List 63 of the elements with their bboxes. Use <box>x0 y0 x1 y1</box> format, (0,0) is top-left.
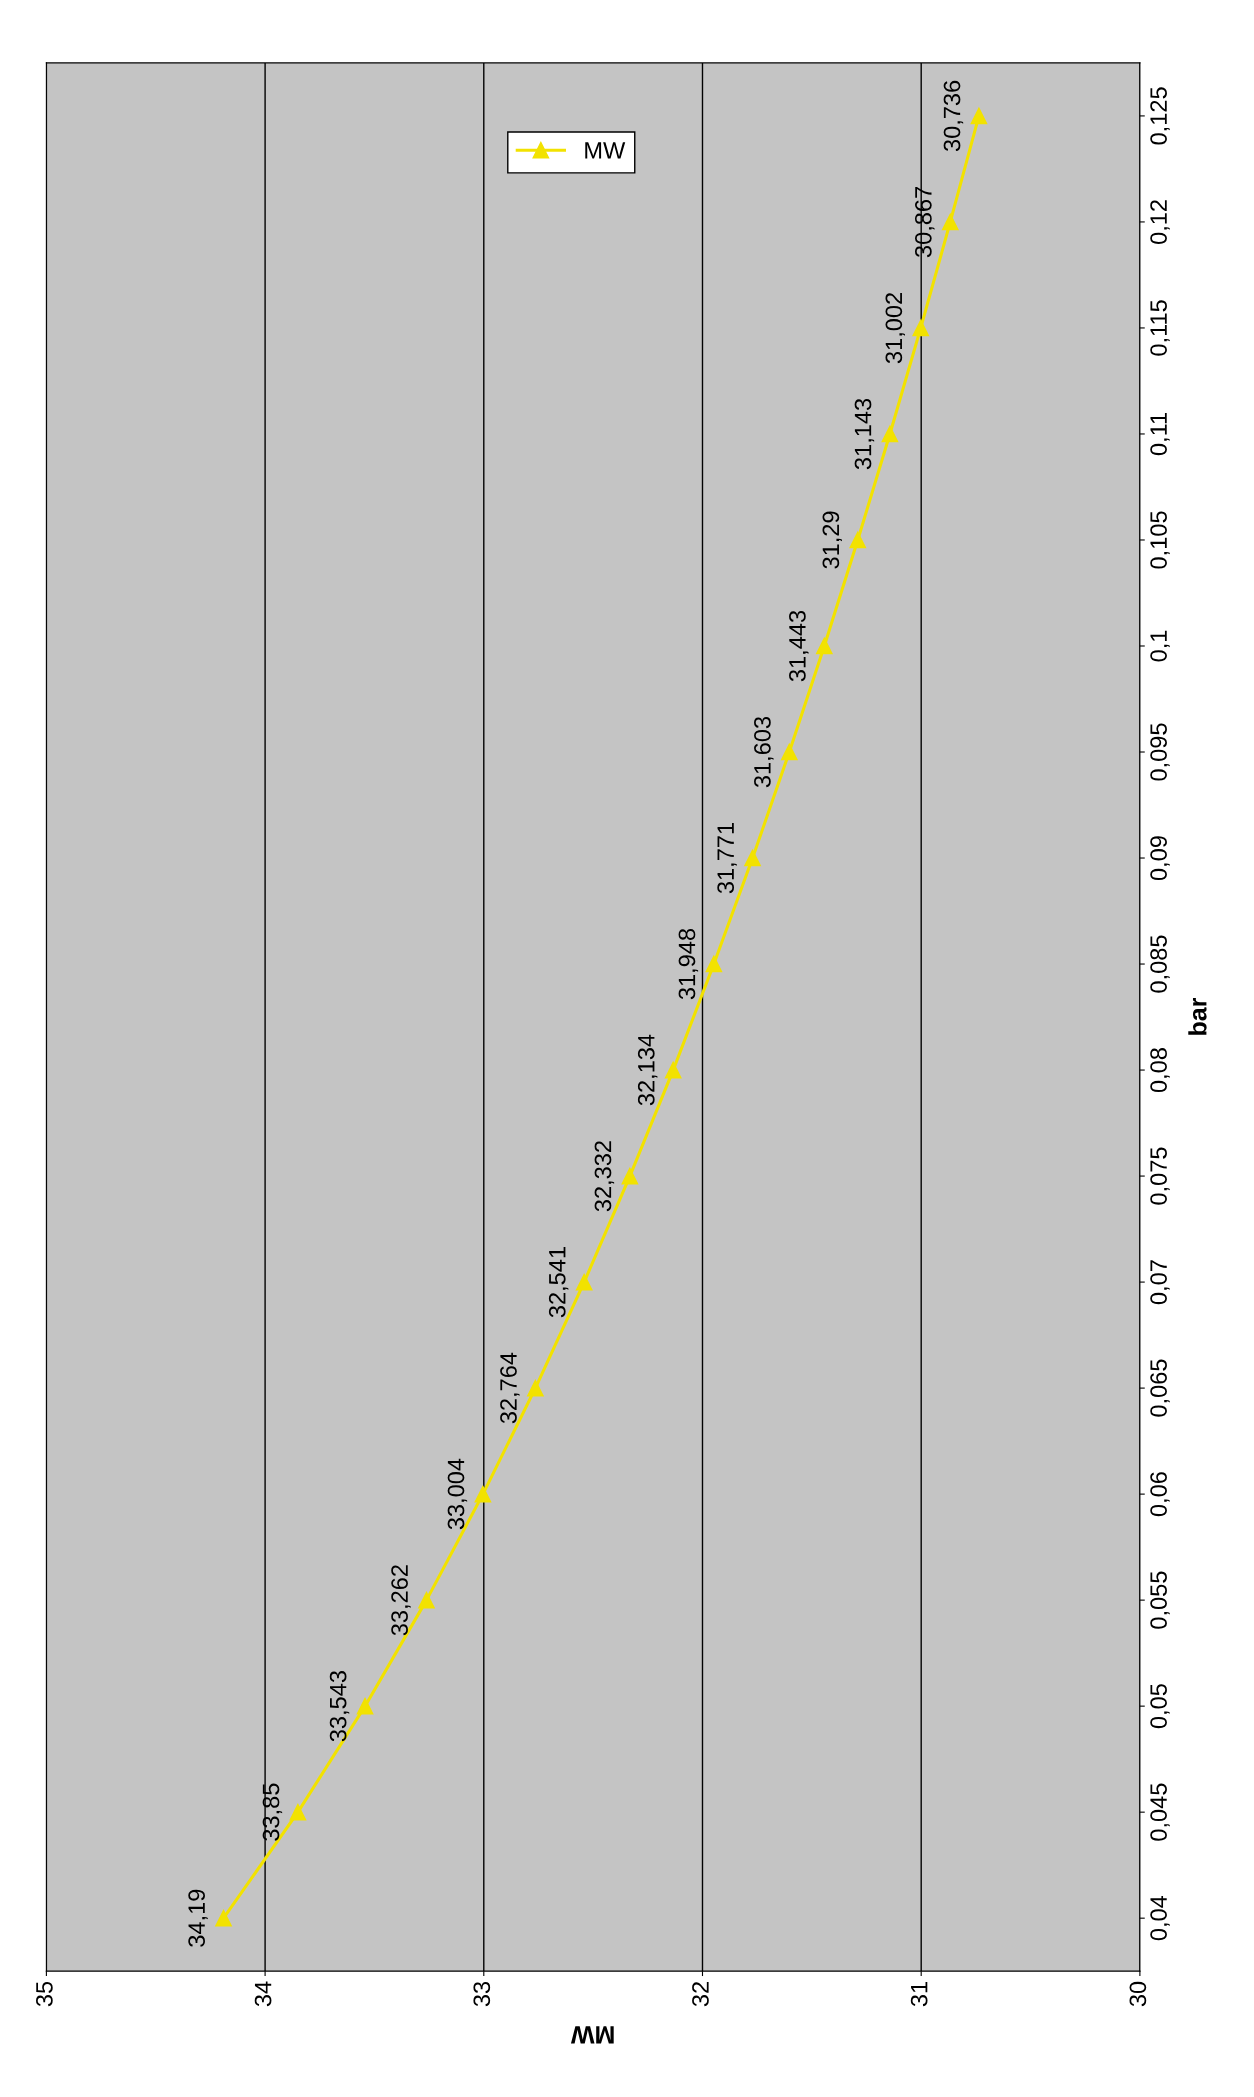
annotation: 31,29 <box>822 511 842 569</box>
y-tick-label: 0,04 <box>1150 1895 1170 1941</box>
y-tick-label: 0,065 <box>1150 1359 1170 1417</box>
point <box>705 955 723 973</box>
point <box>941 213 959 231</box>
y-tick-label: 0,07 <box>1150 1260 1170 1305</box>
annotation: 31,002 <box>885 293 905 364</box>
x-tick-label: 31 <box>910 1982 928 2007</box>
x-tick-label: 35 <box>36 1981 53 2007</box>
annotation: 31,948 <box>678 928 699 1000</box>
annotation: 31,443 <box>789 610 809 682</box>
y-tick-label: 0,115 <box>1150 300 1170 356</box>
point <box>356 1697 374 1715</box>
annotation: 30,736 <box>943 80 964 152</box>
y-tick-label: 0,11 <box>1150 413 1170 456</box>
annotation: 30,867 <box>915 187 935 258</box>
point <box>815 637 833 655</box>
y-tick-label: 0,09 <box>1150 836 1170 881</box>
point <box>474 1485 492 1503</box>
annotation: 31,603 <box>754 716 774 788</box>
y-tick-label: 0,12 <box>1150 200 1170 244</box>
point <box>664 1061 682 1079</box>
point <box>289 1803 307 1821</box>
y-tick-label: 0,125 <box>1150 87 1170 145</box>
annotation: 31,771 <box>717 823 737 894</box>
y-tick-label: 0,045 <box>1150 1783 1170 1841</box>
annotation: 32,541 <box>548 1247 569 1318</box>
annotation: 34,19 <box>188 1889 208 1947</box>
point <box>912 319 930 337</box>
annotation: 31,143 <box>854 398 875 470</box>
point <box>970 107 988 125</box>
point <box>849 531 867 549</box>
y-tick-label: 0,105 <box>1150 511 1170 569</box>
y-tick-label: 0,055 <box>1150 1571 1170 1629</box>
point <box>621 1167 639 1185</box>
y-tick-label: 0,075 <box>1150 1147 1170 1205</box>
annotation: 33,004 <box>447 1458 468 1530</box>
x-tick-label: 30 <box>1129 1981 1147 2007</box>
annotation: 33,543 <box>329 1671 350 1742</box>
y-tick-label: 0,085 <box>1150 935 1170 993</box>
legend-label: MW <box>585 142 626 159</box>
y-tick-label: 0,095 <box>1150 723 1170 781</box>
point <box>780 743 798 761</box>
point <box>881 425 899 443</box>
point <box>527 1379 544 1397</box>
point <box>744 849 761 867</box>
annotation: 32,134 <box>637 1034 658 1106</box>
x-tick-label: 34 <box>254 1981 272 2007</box>
y-axis-title: bar <box>1188 997 1207 1035</box>
y-tick-label: 0,06 <box>1150 1472 1170 1517</box>
point <box>575 1273 593 1291</box>
annotation: 32,332 <box>594 1141 615 1212</box>
point <box>215 1909 232 1927</box>
y-tick-label: 0,05 <box>1150 1684 1170 1729</box>
y-tick-label: 0,08 <box>1150 1048 1170 1093</box>
x-tick-label: 32 <box>692 1982 709 2007</box>
annotation: 33,85 <box>262 1783 283 1841</box>
y-tick-label: 0,1 <box>1150 630 1170 662</box>
annotation: 33,262 <box>391 1565 411 1636</box>
point <box>418 1591 435 1609</box>
annotation: 32,764 <box>500 1352 520 1424</box>
x-tick-label: 33 <box>473 1981 491 2007</box>
x-axis-title: MW <box>570 2026 614 2044</box>
